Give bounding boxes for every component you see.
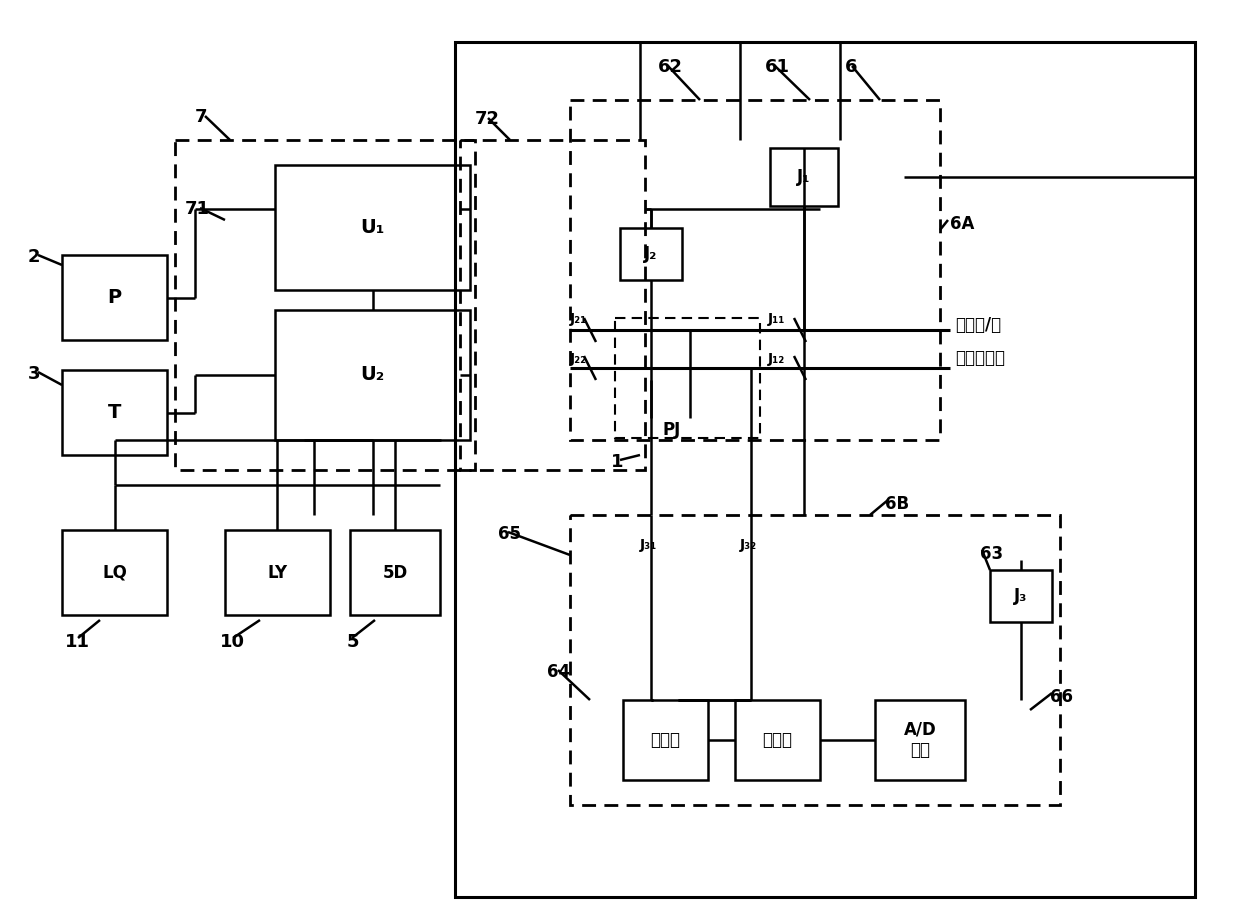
Bar	[770, 148, 838, 206]
Text: 5: 5	[347, 633, 360, 651]
Text: 64: 64	[547, 663, 570, 681]
Text: 66: 66	[1050, 688, 1073, 706]
Text: J₁: J₁	[797, 168, 811, 186]
Text: 71: 71	[185, 200, 210, 218]
Text: 10: 10	[219, 633, 246, 651]
Bar	[622, 700, 708, 780]
Bar	[460, 140, 645, 470]
Text: P: P	[108, 288, 122, 307]
Text: U₂: U₂	[361, 366, 384, 385]
Text: 3: 3	[29, 365, 41, 383]
Bar	[570, 515, 1060, 805]
Text: 6: 6	[844, 58, 858, 76]
Bar	[175, 140, 475, 470]
Text: 接报警/闭: 接报警/闭	[955, 316, 1001, 334]
Bar	[875, 700, 965, 780]
Bar	[62, 255, 167, 340]
Text: J₂₁: J₂₁	[570, 312, 588, 326]
Text: 62: 62	[658, 58, 683, 76]
Text: J₂₂: J₂₂	[570, 352, 587, 366]
Text: T: T	[108, 403, 122, 422]
Bar	[224, 530, 330, 615]
Bar	[455, 42, 1195, 897]
Text: 1: 1	[611, 453, 624, 471]
Bar	[62, 530, 167, 615]
Text: U₁: U₁	[361, 218, 384, 237]
Bar	[570, 100, 940, 440]
Text: J₃₁: J₃₁	[640, 538, 657, 552]
Text: 61: 61	[765, 58, 790, 76]
Text: 锁控制回路: 锁控制回路	[955, 349, 1004, 367]
Text: J₂: J₂	[645, 245, 657, 263]
Bar	[62, 370, 167, 455]
Bar	[350, 530, 440, 615]
Bar	[735, 700, 820, 780]
Text: J₃: J₃	[1014, 587, 1028, 605]
Text: 7: 7	[195, 108, 207, 126]
Text: 2: 2	[29, 248, 41, 266]
Text: 63: 63	[980, 545, 1003, 563]
Text: 72: 72	[475, 110, 500, 128]
Bar	[275, 165, 470, 290]
Text: J₃₂: J₃₂	[739, 538, 756, 552]
Text: 11: 11	[64, 633, 91, 651]
Text: 6A: 6A	[950, 215, 975, 233]
Bar	[990, 570, 1052, 622]
Text: 65: 65	[498, 525, 521, 543]
Text: J₁₂: J₁₂	[768, 352, 785, 366]
Text: 恒流器: 恒流器	[651, 731, 681, 749]
Text: 放大器: 放大器	[763, 731, 792, 749]
Text: LY: LY	[268, 564, 288, 581]
Text: 5D: 5D	[382, 564, 408, 581]
Text: LQ: LQ	[102, 564, 126, 581]
Bar	[615, 318, 760, 438]
Text: J₁₁: J₁₁	[768, 312, 785, 326]
Bar	[620, 228, 682, 280]
Text: A/D
转换: A/D 转换	[904, 721, 936, 760]
Bar	[275, 310, 470, 440]
Text: PJ: PJ	[663, 421, 681, 439]
Text: 6B: 6B	[885, 495, 909, 513]
